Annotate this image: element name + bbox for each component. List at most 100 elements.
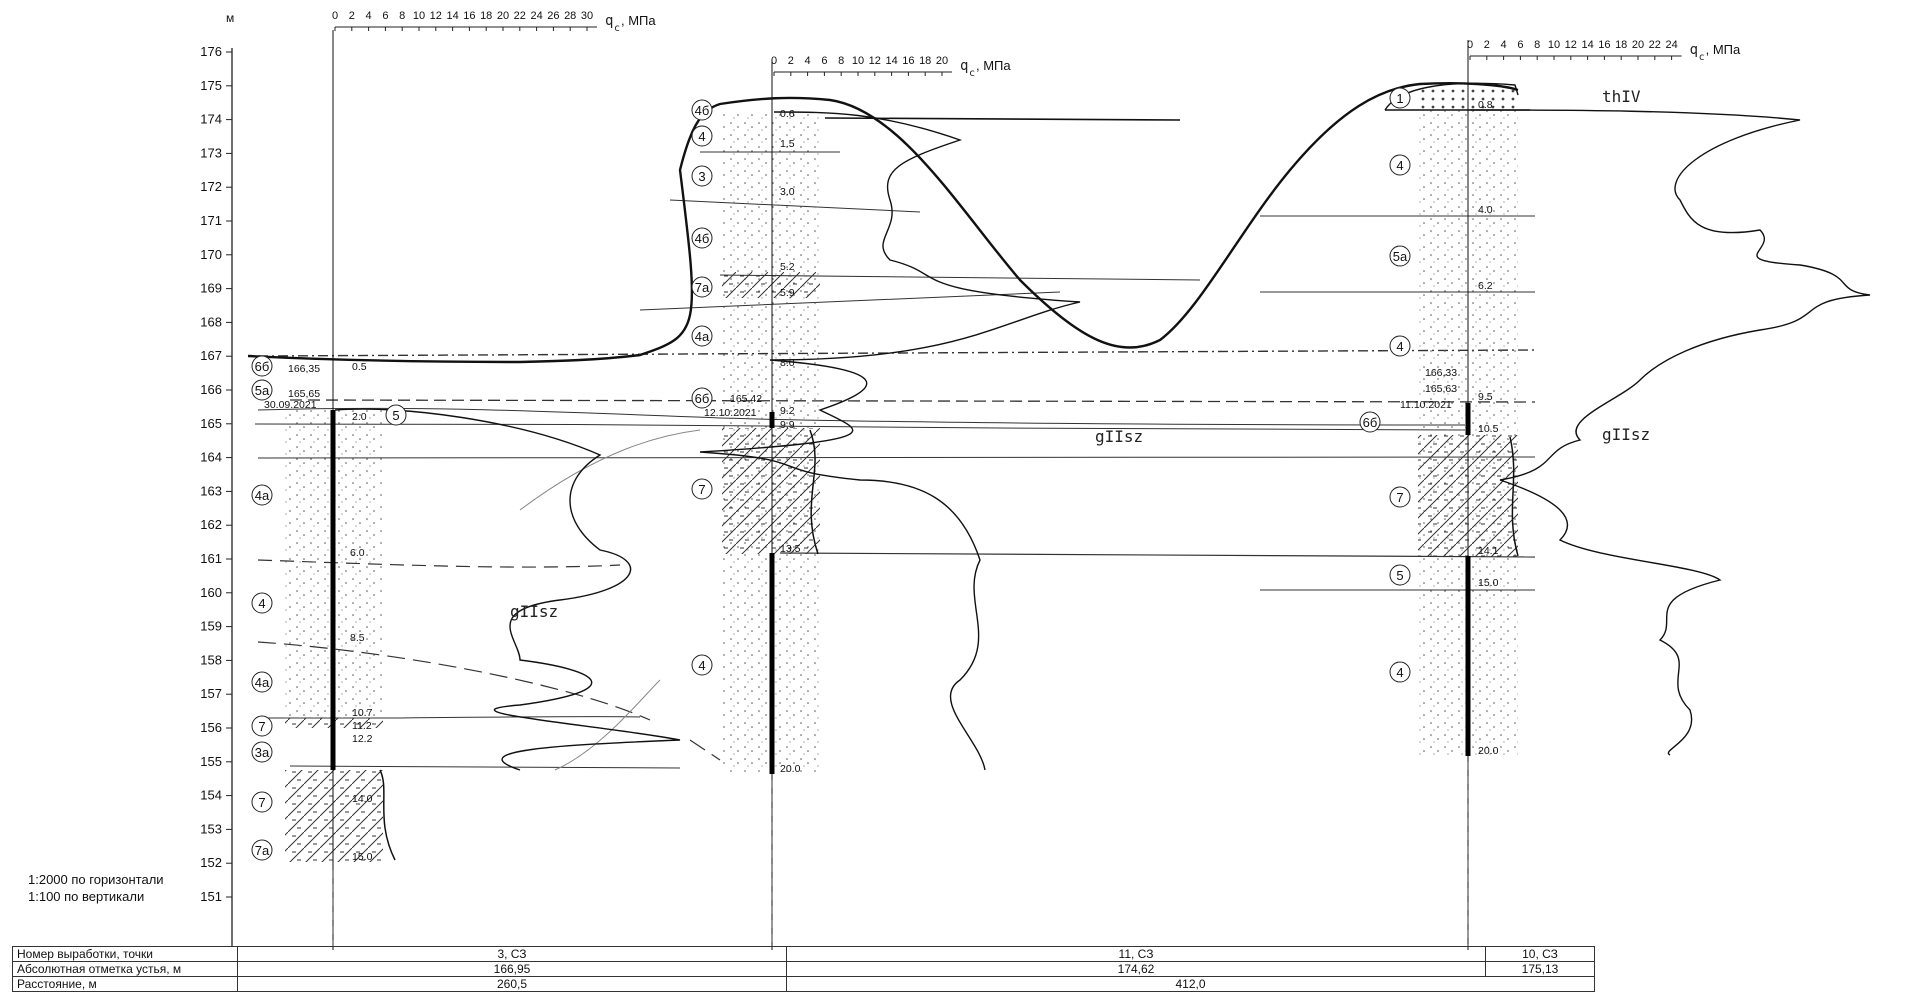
elevation-label: 152 (200, 855, 222, 870)
layer-index: 4а (695, 329, 710, 344)
elevation-label: 158 (200, 652, 222, 667)
cpt-axis-unit: , МПа (621, 13, 656, 28)
cpt-axis-tick-label: 28 (564, 10, 576, 22)
scale-horizontal: 1:2000 по горизонтали (28, 872, 164, 887)
layer-marker (251, 715, 273, 737)
borehole-10 (1418, 40, 1519, 950)
table-row-elevation: Абсолютная отметка устья, м 166,95 174,6… (12, 961, 1595, 977)
layer-marker (251, 355, 273, 377)
layer-marker (691, 99, 713, 121)
cpt-curve-11 (699, 111, 1081, 771)
water-level-mark: 166,35 (288, 363, 320, 375)
geology-index: gIIsz (1095, 427, 1143, 446)
cpt-axis-tick-label: 4 (805, 55, 811, 67)
depth-label: 0.5 (352, 361, 367, 373)
elevation-label: 165 (200, 416, 222, 431)
cpt-axis-tick-label: 20 (1632, 39, 1644, 51)
elevation-label: 171 (200, 213, 222, 228)
elevation-axis-unit: м (226, 11, 234, 25)
cpt-axis-tick-label: 24 (530, 10, 542, 22)
cpt-axis-tick-label: 14 (446, 10, 458, 22)
layer-marker (1389, 87, 1411, 109)
cpt-axis-tick-label: 12 (869, 55, 881, 67)
elevation-label: 169 (200, 281, 222, 296)
elevation-axis: м 176 175 174 173 172 171 170 169 168 167 166 165 16… (200, 11, 234, 946)
layer-index: 1 (1396, 91, 1403, 106)
layer-marker (1389, 486, 1411, 508)
cpt-axis-tick-label: 4 (366, 10, 372, 22)
cell: 412,0 (786, 976, 1595, 992)
layer-index: 7а (695, 280, 710, 295)
cpt-axis-tick-label: 22 (514, 10, 526, 22)
layer-marker (1389, 154, 1411, 176)
elevation-label: 172 (200, 179, 222, 194)
layer-boundaries (254, 151, 1536, 771)
cpt-axis-subscript: c (1699, 52, 1705, 63)
layer-marker (691, 325, 713, 347)
row-label: Расстояние, м (12, 976, 238, 992)
cpt-axis-tick-label: 16 (463, 10, 475, 22)
layer-marker (1389, 661, 1411, 683)
cpt-axis-tick-label: 16 (1598, 39, 1610, 51)
water-level-mark: 165,63 (1425, 383, 1457, 395)
depth-label: 15.0 (352, 851, 373, 863)
layer-index: 4 (698, 658, 705, 673)
water-level-mark: 11.10.2021 (1400, 399, 1452, 411)
layer-marker (691, 654, 713, 676)
depth-label: 14.1 (1478, 545, 1499, 557)
elevation-label: 167 (200, 348, 222, 363)
cpt-axis-tick-label: 10 (1548, 39, 1560, 51)
water-level-mark: 12.10.2021 (704, 407, 757, 419)
elevation-label: 168 (200, 314, 222, 329)
elevation-label: 159 (200, 619, 222, 634)
cpt-axis-label: q (960, 58, 968, 74)
layer-index: 4 (1396, 158, 1403, 173)
depth-label: 14.0 (352, 793, 373, 805)
layer-index: 3а (255, 745, 270, 760)
depth-label: 2.0 (352, 411, 367, 423)
layer-index: 7а (255, 843, 270, 858)
layer-index: 5а (1393, 249, 1408, 264)
depth-label: 10.5 (1478, 423, 1499, 435)
water-level-mark: 165,65 (288, 388, 320, 400)
water-level-mark: 166,33 (1425, 367, 1457, 379)
layer-marker (691, 165, 713, 187)
cpt-axis-tick-label: 8 (1534, 39, 1540, 51)
cpt-axis-tick-label: 30 (581, 10, 593, 22)
borehole-extension-lines (332, 762, 1469, 946)
depth-label: 8.5 (350, 632, 365, 644)
layer-index: 5 (392, 408, 399, 423)
elevation-label: 173 (200, 145, 222, 160)
elevation-label: 161 (200, 551, 222, 566)
layer-index: 4а (255, 488, 270, 503)
cpt-axis-tick-label: 8 (838, 55, 844, 67)
borehole-3 (285, 30, 396, 950)
cpt-axis-tick-label: 14 (1581, 39, 1593, 51)
depth-label: 9.5 (1478, 391, 1493, 403)
cpt-axis-tick-label: 0 (332, 10, 338, 22)
layer-index: 7 (258, 795, 265, 810)
water-level-mark: 165,42 (730, 393, 762, 405)
cpt-axis-tick-label: 4 (1501, 39, 1507, 51)
depth-label: 9.9 (780, 419, 795, 431)
layer-index: 4 (1396, 665, 1403, 680)
layer-marker (1359, 411, 1381, 433)
elevation-label: 176 (200, 44, 222, 59)
layer-index: 4 (1396, 339, 1403, 354)
depth-label: 0.6 (780, 108, 795, 120)
cpt-axis-tick-label: 20 (497, 10, 509, 22)
cpt-axis-label: q (605, 13, 613, 29)
layer-marker (251, 592, 273, 614)
cpt-axis-tick-label: 6 (382, 10, 388, 22)
elevation-label: 174 (200, 112, 222, 127)
elevation-label: 156 (200, 720, 222, 735)
layer-marker (691, 478, 713, 500)
scale-note: 1:2000 по горизонтали 1:100 по вертикали (28, 871, 164, 905)
layer-marker (691, 227, 713, 249)
water-level-mark: 30.09.2021 (264, 399, 317, 411)
depth-label: 9.2 (780, 405, 795, 417)
cpt-curve-3 (334, 408, 681, 771)
cpt-axis-tick-label: 20 (936, 55, 948, 67)
